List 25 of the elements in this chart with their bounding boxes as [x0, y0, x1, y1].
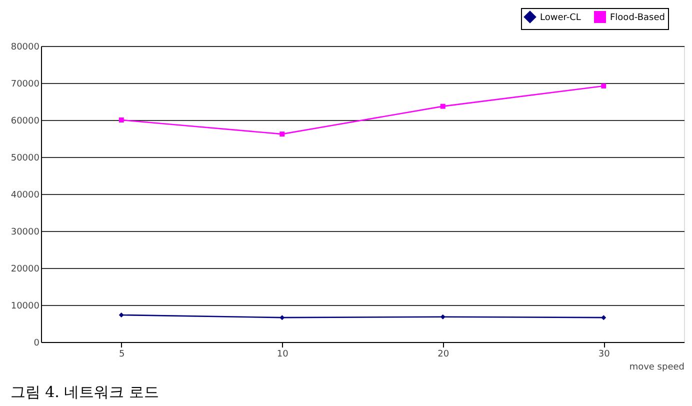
- x-tick-label: 10: [276, 350, 289, 360]
- y-tick-label: 80000: [10, 42, 40, 52]
- point: [280, 132, 285, 137]
- y-tick-label: 30000: [10, 228, 40, 238]
- point: [601, 315, 606, 320]
- point: [118, 118, 124, 122]
- legend-label: Lower-CL: [540, 13, 581, 23]
- point: [601, 83, 606, 88]
- point: [440, 314, 446, 320]
- point: [118, 312, 124, 318]
- x-tick-label: 20: [438, 350, 450, 360]
- caption: 그림 4. 네트워크 로드: [10, 383, 159, 401]
- y-tick-label: 50000: [10, 154, 40, 164]
- point: [440, 104, 446, 109]
- x-tick-label: 5: [119, 350, 125, 360]
- x-axis-title: move speed: [629, 362, 684, 372]
- y-tick-label: 20000: [10, 264, 40, 274]
- legend-label: Flood-Based: [610, 13, 665, 23]
- y-tick-label: 40000: [10, 190, 40, 200]
- x-tick-label: 30: [598, 350, 610, 360]
- y-tick-label: 10000: [10, 302, 40, 312]
- y-tick-label: 70000: [10, 80, 40, 90]
- y-tick-label: 0: [34, 338, 40, 348]
- y-tick-label: 60000: [10, 116, 40, 126]
- point: [280, 315, 285, 320]
